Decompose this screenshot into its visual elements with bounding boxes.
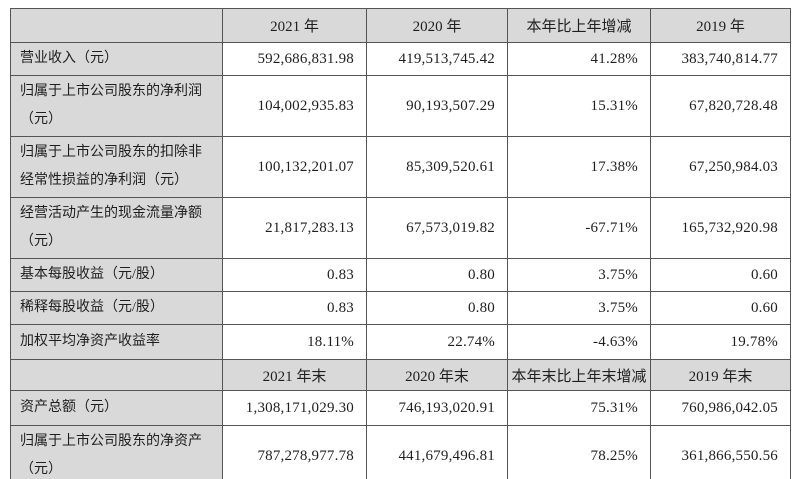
metric-label: 归属于上市公司股东的净资产（元）	[10, 425, 223, 479]
metric-label: 归属于上市公司股东的扣除非经常性损益的净利润（元）	[10, 136, 223, 198]
metric-label: 经营活动产生的现金流量净额（元）	[10, 197, 223, 259]
metric-label: 资产总额（元）	[10, 390, 223, 426]
value-cell: 78.25%	[507, 425, 651, 479]
table-row-net-profit-excl-nonrecurring: 归属于上市公司股东的扣除非经常性损益的净利润（元） 100,132,201.07…	[10, 136, 791, 198]
table-row-basic-eps: 基本每股收益（元/股） 0.83 0.80 3.75% 0.60	[10, 258, 791, 292]
table-row-diluted-eps: 稀释每股收益（元/股） 0.83 0.80 3.75% 0.60	[10, 291, 791, 325]
corner-cell-empty	[10, 8, 223, 43]
value-cell: 0.80	[366, 258, 508, 292]
value-cell: 441,679,496.81	[366, 425, 508, 479]
value-cell: 361,866,550.56	[650, 425, 791, 479]
value-cell: 100,132,201.07	[222, 136, 367, 198]
value-cell: 104,002,935.83	[222, 75, 367, 137]
value-cell: 18.11%	[222, 324, 367, 360]
table-row-total-assets: 资产总额（元） 1,308,171,029.30 746,193,020.91 …	[10, 390, 791, 426]
value-cell: 22.74%	[366, 324, 508, 360]
value-cell: 67,250,984.03	[650, 136, 791, 198]
header-cell-2021: 2021 年	[222, 8, 367, 43]
value-cell: 15.31%	[507, 75, 651, 137]
header-cell-yoy-change: 本年比上年增减	[507, 8, 651, 43]
metric-label: 基本每股收益（元/股）	[10, 258, 223, 292]
value-cell: 760,986,042.05	[650, 390, 791, 426]
table-row-net-profit: 归属于上市公司股东的净利润（元） 104,002,935.83 90,193,5…	[10, 75, 791, 137]
header-cell-yearend-change: 本年末比上年末增减	[507, 359, 651, 391]
value-cell: 0.83	[222, 258, 367, 292]
value-cell: 41.28%	[507, 42, 651, 76]
header-cell-2020: 2020 年	[366, 8, 508, 43]
financial-summary-table: 2021 年 2020 年 本年比上年增减 2019 年 营业收入（元） 592…	[10, 8, 791, 479]
value-cell: 1,308,171,029.30	[222, 390, 367, 426]
value-cell: 90,193,507.29	[366, 75, 508, 137]
value-cell: 419,513,745.42	[366, 42, 508, 76]
value-cell: 75.31%	[507, 390, 651, 426]
header-cell-2020-yearend: 2020 年末	[366, 359, 508, 391]
value-cell: 746,193,020.91	[366, 390, 508, 426]
corner-cell-empty	[10, 359, 223, 391]
value-cell: 3.75%	[507, 258, 651, 292]
value-cell: 85,309,520.61	[366, 136, 508, 198]
value-cell: 165,732,920.98	[650, 197, 791, 259]
value-cell: 3.75%	[507, 291, 651, 325]
metric-label: 营业收入（元）	[10, 42, 223, 76]
header-cell-2019: 2019 年	[650, 8, 791, 43]
value-cell: -67.71%	[507, 197, 651, 259]
value-cell: 787,278,977.78	[222, 425, 367, 479]
table-header-row-yearend: 2021 年末 2020 年末 本年末比上年末增减 2019 年末	[10, 359, 791, 391]
metric-label: 稀释每股收益（元/股）	[10, 291, 223, 325]
table-row-net-assets: 归属于上市公司股东的净资产（元） 787,278,977.78 441,679,…	[10, 425, 791, 479]
table-header-row-annual: 2021 年 2020 年 本年比上年增减 2019 年	[10, 8, 791, 43]
header-cell-2019-yearend: 2019 年末	[650, 359, 791, 391]
value-cell: 0.60	[650, 258, 791, 292]
metric-label: 加权平均净资产收益率	[10, 324, 223, 360]
header-cell-2021-yearend: 2021 年末	[222, 359, 367, 391]
value-cell: 21,817,283.13	[222, 197, 367, 259]
value-cell: -4.63%	[507, 324, 651, 360]
value-cell: 0.60	[650, 291, 791, 325]
value-cell: 17.38%	[507, 136, 651, 198]
value-cell: 67,573,019.82	[366, 197, 508, 259]
value-cell: 592,686,831.98	[222, 42, 367, 76]
value-cell: 19.78%	[650, 324, 791, 360]
value-cell: 67,820,728.48	[650, 75, 791, 137]
value-cell: 0.80	[366, 291, 508, 325]
table-row-weighted-avg-roe: 加权平均净资产收益率 18.11% 22.74% -4.63% 19.78%	[10, 324, 791, 360]
value-cell: 0.83	[222, 291, 367, 325]
value-cell: 383,740,814.77	[650, 42, 791, 76]
table-row-operating-cash-flow: 经营活动产生的现金流量净额（元） 21,817,283.13 67,573,01…	[10, 197, 791, 259]
table-row-operating-revenue: 营业收入（元） 592,686,831.98 419,513,745.42 41…	[10, 42, 791, 76]
metric-label: 归属于上市公司股东的净利润（元）	[10, 75, 223, 137]
